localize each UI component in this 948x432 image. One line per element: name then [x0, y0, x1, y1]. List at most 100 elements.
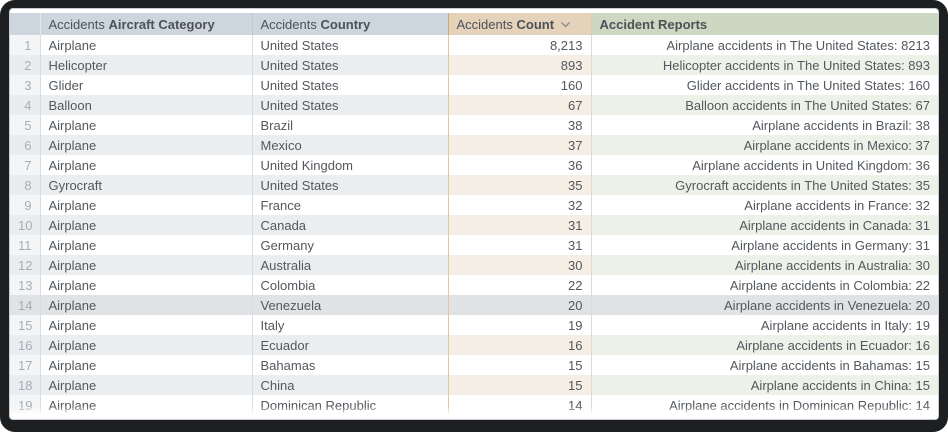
- table-row[interactable]: 9 Airplane France 32 Airplane accidents …: [10, 195, 938, 215]
- row-number: 2: [10, 55, 41, 75]
- column-header-country[interactable]: Accidents Country: [252, 13, 449, 35]
- row-number: 8: [10, 175, 41, 195]
- row-number: 6: [10, 135, 41, 155]
- cell-country: Canada: [252, 215, 449, 235]
- row-number: 1: [10, 35, 41, 55]
- table-row[interactable]: 6 Airplane Mexico 37 Airplane accidents …: [10, 135, 938, 155]
- cell-country: United States: [252, 95, 449, 115]
- table-row[interactable]: 2 Helicopter United States 893 Helicopte…: [10, 55, 938, 75]
- cell-accident-report: Glider accidents in The United States: 1…: [686, 77, 930, 93]
- cell-aircraft-category: Airplane: [40, 155, 253, 175]
- cell-accident-report: Airplane accidents in Bahamas: 15: [729, 357, 930, 373]
- cell-aircraft-category: Airplane: [40, 295, 253, 315]
- cell-aircraft-category: Airplane: [40, 315, 253, 335]
- cell-count: 36: [448, 155, 592, 175]
- cell-accident-report: Airplane accidents in Colombia: 22: [729, 277, 930, 293]
- table-row[interactable]: 10 Airplane Canada 31 Airplane accidents…: [10, 215, 938, 235]
- cell-accident-report: Airplane accidents in Brazil: 38: [752, 117, 930, 133]
- cell-aircraft-category: Airplane: [40, 215, 253, 235]
- row-number: 15: [10, 315, 41, 335]
- cell-country: United States: [252, 35, 449, 55]
- table-row[interactable]: 12 Airplane Australia 30 Airplane accide…: [10, 255, 938, 275]
- cell-country: United Kingdom: [252, 155, 449, 175]
- row-number: 19: [10, 395, 41, 415]
- table-row[interactable]: 18 Airplane China 15 Airplane accidents …: [10, 375, 938, 395]
- row-number: 3: [10, 75, 41, 95]
- table-row[interactable]: 5 Airplane Brazil 38 Airplane accidents …: [10, 115, 938, 135]
- cell-accident-report: Airplane accidents in Dominican Republic…: [669, 397, 930, 413]
- table-row[interactable]: 3 Glider United States 160 Glider accide…: [10, 75, 938, 95]
- cell-country: Dominican Republic: [252, 395, 449, 415]
- table-row[interactable]: 19 Airplane Dominican Republic 14 Airpla…: [10, 395, 938, 415]
- cell-accident-report: Airplane accidents in Australia: 30: [591, 255, 938, 275]
- cell-aircraft-category: Helicopter: [40, 55, 253, 75]
- sort-descending-icon: [560, 16, 571, 31]
- cell-accident-report: Airplane accidents in The United States:…: [666, 37, 930, 53]
- cell-aircraft-category: Airplane: [40, 115, 253, 135]
- cell-country: Italy: [252, 315, 449, 335]
- header-label: Accident Reports: [599, 16, 708, 32]
- cell-country: Brazil: [252, 115, 449, 135]
- cell-count: 22: [448, 275, 592, 295]
- table-row[interactable]: 7 Airplane United Kingdom 36 Airplane ac…: [10, 155, 938, 175]
- cell-accident-report: Airplane accidents in Ecuador: 16: [591, 335, 938, 355]
- cell-count: 160: [448, 75, 592, 95]
- cell-accident-report: Airplane accidents in Germany: 31: [731, 237, 930, 253]
- cell-count: 32: [448, 195, 592, 215]
- cell-country: Venezuela: [252, 295, 449, 315]
- cell-aircraft-category: Airplane: [40, 375, 253, 395]
- table-row[interactable]: 8 Gyrocraft United States 35 Gyrocraft a…: [10, 175, 938, 195]
- row-number: 14: [10, 295, 41, 315]
- cell-country: United States: [252, 75, 449, 95]
- header-prefix: Accidents: [456, 17, 517, 32]
- cell-accident-report: Airplane accidents in China: 15: [591, 375, 938, 395]
- cell-count: 30: [448, 255, 592, 275]
- cell-count: 8,213: [448, 35, 592, 55]
- row-number: 5: [10, 115, 41, 135]
- row-number: 7: [10, 155, 41, 175]
- table-row[interactable]: 16 Airplane Ecuador 16 Airplane accident…: [10, 335, 938, 355]
- cell-accident-report: Airplane accidents in Italy: 19: [760, 317, 930, 333]
- cell-aircraft-category: Airplane: [40, 135, 253, 155]
- header-label: Aircraft Category: [108, 16, 215, 32]
- table-row[interactable]: 17 Airplane Bahamas 15 Airplane accident…: [10, 355, 938, 375]
- accidents-table: Accidents Aircraft Category Accidents Co…: [10, 13, 938, 415]
- cell-count: 20: [448, 295, 592, 315]
- row-number: 17: [10, 355, 41, 375]
- cell-accident-report: Airplane accidents in Canada: 31: [591, 215, 938, 235]
- cell-country: France: [252, 195, 449, 215]
- row-number: 9: [10, 195, 41, 215]
- cell-country: United States: [252, 55, 449, 75]
- cell-count: 16: [448, 335, 592, 355]
- row-number: 12: [10, 255, 41, 275]
- cell-aircraft-category: Airplane: [40, 335, 253, 355]
- header-prefix: Accidents: [260, 16, 321, 32]
- column-header-count[interactable]: Accidents Count: [448, 13, 592, 35]
- column-header-aircraft-category[interactable]: Accidents Aircraft Category: [40, 13, 253, 35]
- cell-aircraft-category: Airplane: [40, 395, 253, 415]
- table-row[interactable]: 13 Airplane Colombia 22 Airplane acciden…: [10, 275, 938, 295]
- row-number: 13: [10, 275, 41, 295]
- cell-accident-report: Airplane accidents in Mexico: 37: [591, 135, 938, 155]
- table-row[interactable]: 1 Airplane United States 8,213 Airplane …: [10, 35, 938, 55]
- table-row[interactable]: 15 Airplane Italy 19 Airplane accidents …: [10, 315, 938, 335]
- row-number: 11: [10, 235, 41, 255]
- cell-country: Australia: [252, 255, 449, 275]
- row-number: 16: [10, 335, 41, 355]
- cell-accident-report: Balloon accidents in The United States: …: [591, 95, 938, 115]
- row-number: 4: [10, 95, 41, 115]
- row-number-header: [10, 13, 41, 35]
- header-label: Count: [516, 17, 555, 32]
- cell-country: Ecuador: [252, 335, 449, 355]
- cell-count: 893: [448, 55, 592, 75]
- cell-count: 15: [448, 355, 592, 375]
- column-header-accident-reports[interactable]: Accident Reports: [591, 13, 938, 35]
- cell-accident-report: Airplane accidents in Venezuela: 20: [591, 295, 938, 315]
- header-label: Country: [320, 16, 371, 32]
- cell-accident-report: Airplane accidents in United Kingdom: 36: [692, 157, 930, 173]
- table-row[interactable]: 14 Airplane Venezuela 20 Airplane accide…: [10, 295, 938, 315]
- cell-aircraft-category: Airplane: [40, 355, 253, 375]
- table-row[interactable]: 11 Airplane Germany 31 Airplane accident…: [10, 235, 938, 255]
- table-row[interactable]: 4 Balloon United States 67 Balloon accid…: [10, 95, 938, 115]
- cell-count: 31: [448, 215, 592, 235]
